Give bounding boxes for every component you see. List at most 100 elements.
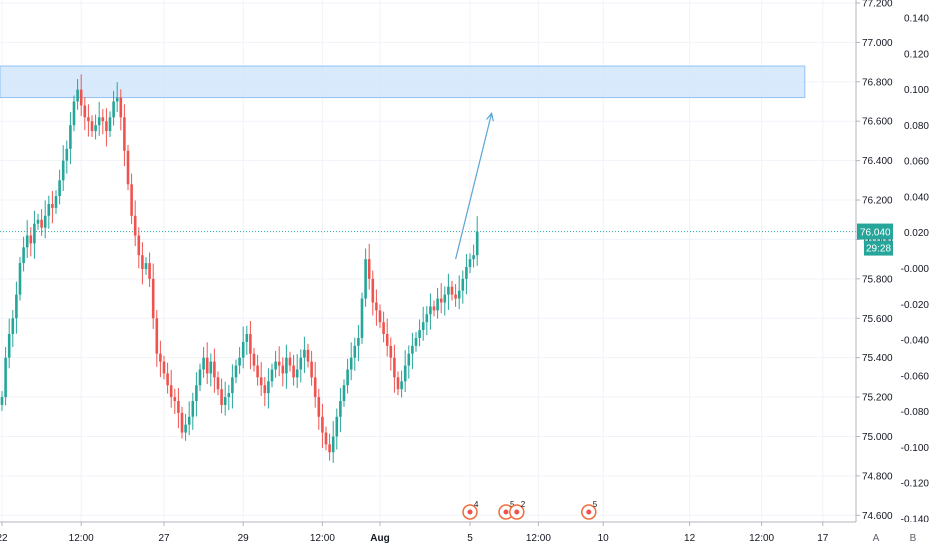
candle-body: [389, 345, 393, 358]
candle: [97, 101, 101, 136]
candle-body: [321, 416, 324, 433]
candle-body: [97, 117, 101, 126]
candle: [198, 363, 202, 392]
resistance-zone[interactable]: [0, 65, 806, 99]
event-marker[interactable]: 2: [509, 500, 526, 520]
candle: [40, 209, 43, 236]
price-axis-background: [856, 0, 932, 550]
candle: [436, 287, 439, 319]
price-tick-label: 75.600: [862, 314, 893, 325]
candle-body: [414, 337, 418, 346]
candle-body: [310, 361, 313, 378]
time-tick-label: 10: [598, 533, 610, 544]
price-tick-label: 76.200: [862, 196, 893, 207]
secondary-tick-label: 0.080: [904, 121, 929, 132]
candle-body: [252, 353, 256, 366]
secondary-tick-label: -0.020: [901, 300, 930, 311]
candle: [155, 309, 159, 367]
price-tick-label: 74.600: [862, 511, 893, 522]
candle-body: [18, 263, 22, 295]
candle-body: [461, 278, 465, 291]
price-tick-label: 75.800: [862, 274, 893, 285]
candle: [148, 252, 151, 288]
candle-body: [58, 180, 61, 197]
candle-body: [299, 357, 303, 370]
candle: [29, 227, 33, 257]
candle-body: [288, 357, 292, 366]
candle: [389, 337, 393, 371]
candle: [432, 300, 436, 317]
current-price-tag: 76.040: [857, 223, 893, 240]
candle-body: [7, 334, 11, 358]
event-marker[interactable]: 5: [581, 500, 598, 520]
candle: [144, 257, 148, 275]
time-tick-label: 12:00: [69, 533, 94, 544]
candle-body: [191, 401, 195, 417]
candle: [209, 353, 213, 387]
secondary-tick-label: -0.040: [901, 336, 930, 347]
candle: [241, 326, 245, 369]
candle-body: [61, 160, 65, 181]
candle-body: [105, 121, 108, 132]
candle-body: [205, 357, 209, 374]
candle-body: [241, 341, 245, 358]
candle: [169, 369, 173, 408]
candle: [429, 293, 432, 330]
projection-arrow[interactable]: [455, 112, 494, 260]
scale-button-a[interactable]: A: [873, 533, 880, 544]
candle: [205, 342, 209, 385]
event-marker-dot: [467, 509, 473, 515]
candle: [407, 345, 411, 379]
candle: [76, 79, 79, 110]
candle: [259, 362, 263, 396]
price-axis[interactable]: 77.200 77.000 76.800 76.600 76.400 76.200 76.0…: [855, 0, 932, 550]
candle: [187, 401, 191, 436]
secondary-tick-label: -0.100: [901, 443, 930, 454]
time-axis[interactable]: 22 12:00 27 29 12:00 Aug 5 12:00 10 12 12:00 17 A B: [0, 521, 932, 550]
candle: [285, 344, 288, 389]
candle-body: [335, 416, 339, 437]
candle-body: [130, 184, 133, 216]
candle-body: [29, 235, 33, 244]
candle: [263, 376, 267, 407]
candle-body: [25, 235, 29, 248]
candle-body: [213, 361, 216, 378]
candle: [303, 336, 306, 374]
candle-body: [447, 286, 450, 295]
candle: [425, 306, 429, 336]
candle: [339, 388, 342, 433]
candle-body: [245, 334, 249, 342]
event-marker[interactable]: 4: [462, 500, 479, 520]
candle-body: [439, 298, 443, 303]
countdown-tag: 29:28: [864, 240, 893, 256]
candle-body: [454, 294, 457, 299]
candle: [321, 403, 324, 448]
candle-body: [421, 322, 425, 331]
candle-body: [367, 259, 371, 279]
candle: [220, 378, 223, 414]
candle: [47, 195, 51, 229]
candle-body: [475, 231, 479, 256]
candle-body: [396, 377, 400, 390]
candle-body: [223, 397, 227, 405]
candle: [475, 216, 479, 266]
candle-body: [33, 223, 36, 244]
scale-button-b[interactable]: B: [910, 533, 917, 544]
candle: [69, 112, 72, 165]
candle: [58, 169, 61, 205]
candle-body: [187, 416, 191, 425]
time-tick-label: 12:00: [749, 533, 774, 544]
candle: [468, 253, 472, 273]
candle-body: [169, 385, 173, 398]
candle-body: [0, 397, 4, 405]
event-marker-count: 5: [593, 500, 598, 509]
event-marker-dot: [514, 509, 520, 515]
candle-body: [195, 385, 198, 402]
zone-rect[interactable]: [0, 65, 806, 99]
secondary-tick-label: 0.040: [904, 192, 929, 203]
secondary-tick-label: -0.000: [901, 264, 930, 275]
candle: [33, 210, 36, 259]
projection-line[interactable]: [455, 113, 493, 260]
